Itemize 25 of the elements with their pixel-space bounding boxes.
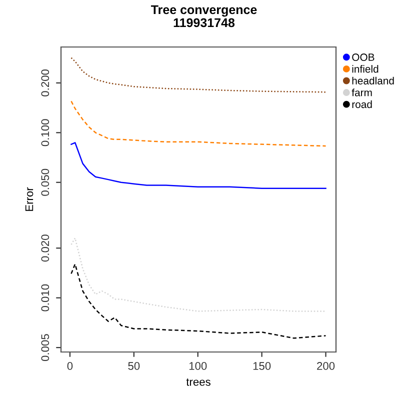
legend-label: OOB <box>352 54 374 61</box>
x-tick-label: 200 <box>317 362 335 370</box>
line-series <box>70 100 326 147</box>
x-axis-title: trees <box>186 378 210 386</box>
line-series <box>70 237 326 312</box>
x-tick-label: 50 <box>128 362 140 370</box>
chart-subtitle: 119931748 <box>174 18 235 28</box>
legend-label: farm <box>352 88 372 96</box>
y-axis-title: Error <box>25 187 34 211</box>
y-tick-label: 0.200 <box>41 69 50 96</box>
y-tick-label: 0.050 <box>41 168 50 196</box>
x-tick-label: 0 <box>67 362 73 370</box>
legend-label: road <box>352 100 372 108</box>
chart-title: Tree convergence <box>150 5 257 17</box>
line-series <box>70 142 326 189</box>
y-tick-label: 0.010 <box>41 284 50 312</box>
y-tick-label: 0.005 <box>41 334 50 362</box>
x-tick-label: 150 <box>253 362 271 370</box>
y-tick-label: 0.100 <box>41 119 50 146</box>
x-tick-label: 100 <box>189 362 207 370</box>
line-series <box>70 57 326 93</box>
legend-label: headland <box>352 76 394 84</box>
y-tick-label: 0.020 <box>41 234 50 262</box>
line-series <box>70 263 326 339</box>
legend-label: infield <box>352 65 378 73</box>
